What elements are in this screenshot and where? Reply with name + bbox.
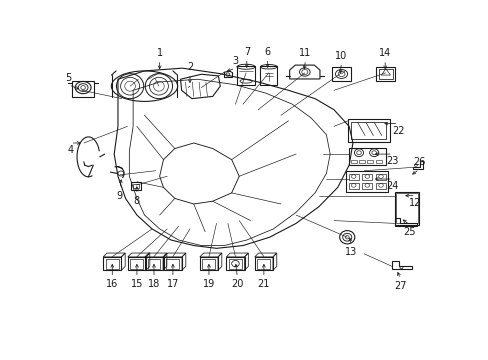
Text: 16: 16 bbox=[106, 279, 118, 289]
Bar bbox=[348, 183, 358, 189]
Bar bbox=[103, 257, 121, 270]
Bar bbox=[226, 257, 244, 270]
Bar bbox=[362, 183, 371, 189]
Text: 26: 26 bbox=[412, 157, 425, 167]
Bar bbox=[351, 122, 386, 139]
Text: 22: 22 bbox=[391, 126, 404, 135]
Bar bbox=[395, 193, 417, 223]
Text: 9: 9 bbox=[117, 191, 122, 201]
Text: 1: 1 bbox=[156, 48, 163, 58]
Bar bbox=[376, 67, 395, 81]
Text: 8: 8 bbox=[134, 196, 140, 206]
Bar bbox=[358, 159, 365, 163]
Text: 2: 2 bbox=[186, 62, 193, 72]
Text: 12: 12 bbox=[408, 198, 421, 208]
Bar bbox=[228, 258, 242, 269]
Bar bbox=[348, 174, 358, 180]
Bar bbox=[72, 81, 94, 97]
Text: 17: 17 bbox=[166, 279, 179, 289]
Text: 15: 15 bbox=[130, 279, 143, 289]
Bar bbox=[260, 67, 277, 85]
Bar bbox=[378, 69, 392, 79]
Bar bbox=[332, 67, 350, 81]
Bar bbox=[237, 67, 255, 85]
Bar bbox=[375, 183, 385, 189]
Bar bbox=[254, 257, 272, 270]
Text: 14: 14 bbox=[378, 48, 390, 58]
Text: 24: 24 bbox=[386, 181, 398, 191]
Text: 6: 6 bbox=[264, 46, 270, 57]
Text: 23: 23 bbox=[386, 156, 398, 166]
Text: 18: 18 bbox=[147, 279, 160, 289]
Bar bbox=[375, 174, 385, 180]
Text: 7: 7 bbox=[243, 46, 249, 57]
Bar bbox=[350, 159, 356, 163]
Text: 4: 4 bbox=[67, 145, 74, 155]
Bar bbox=[202, 258, 215, 269]
Bar bbox=[105, 258, 119, 269]
Bar bbox=[144, 257, 163, 270]
Text: 27: 27 bbox=[393, 281, 406, 291]
Bar bbox=[163, 257, 182, 270]
Text: 19: 19 bbox=[203, 279, 215, 289]
Bar bbox=[394, 192, 418, 225]
Bar bbox=[348, 148, 385, 165]
Text: 25: 25 bbox=[403, 227, 415, 237]
Bar bbox=[347, 120, 389, 141]
Bar bbox=[131, 183, 141, 190]
Bar bbox=[375, 159, 381, 163]
Bar bbox=[127, 257, 146, 270]
Bar bbox=[133, 184, 139, 188]
Bar bbox=[130, 258, 143, 269]
Bar bbox=[362, 174, 371, 180]
Bar bbox=[346, 171, 387, 192]
Text: 21: 21 bbox=[257, 279, 269, 289]
Bar bbox=[166, 258, 179, 269]
Bar bbox=[147, 258, 160, 269]
Text: 3: 3 bbox=[232, 56, 238, 66]
Text: 20: 20 bbox=[231, 279, 243, 289]
Bar bbox=[200, 257, 218, 270]
Text: 10: 10 bbox=[335, 51, 347, 61]
Bar bbox=[366, 159, 373, 163]
Text: 5: 5 bbox=[65, 73, 72, 83]
Bar bbox=[257, 258, 270, 269]
Text: 11: 11 bbox=[299, 48, 311, 58]
Text: 13: 13 bbox=[344, 247, 356, 257]
